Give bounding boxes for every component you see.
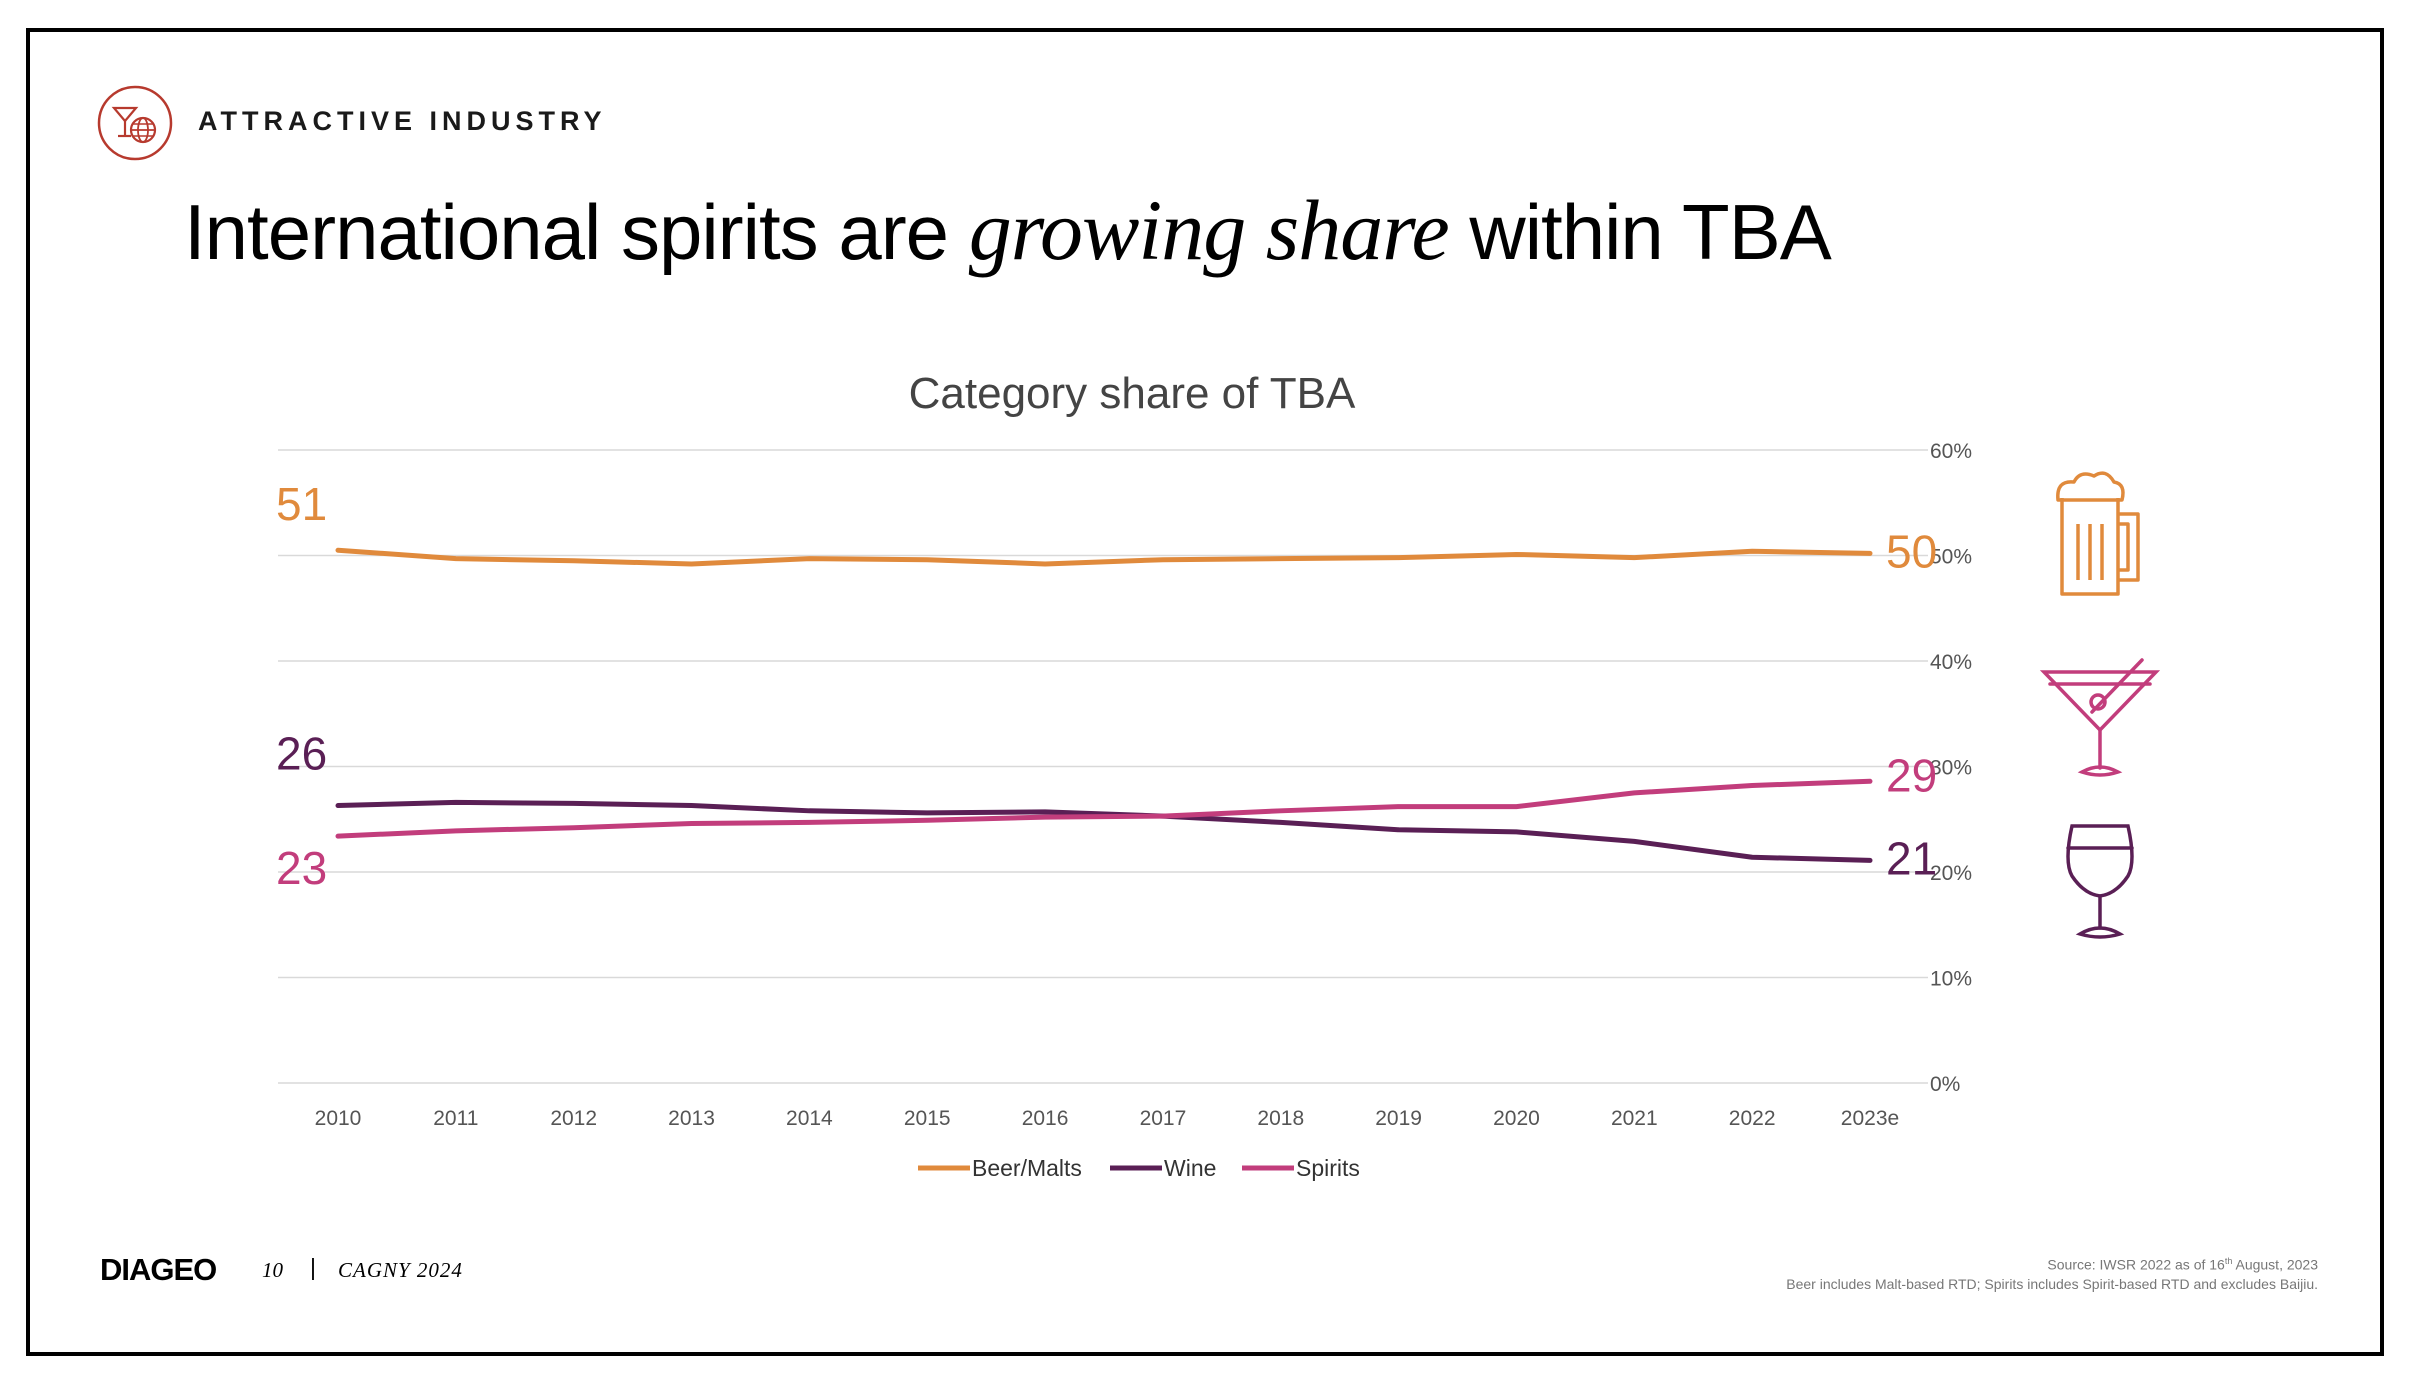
beer-malts-series-line <box>335 547 1873 567</box>
x-tick-label: 2016 <box>1022 1107 1069 1130</box>
legend-label-spirits: Spirits <box>1296 1155 1360 1181</box>
footer-separator: | <box>310 1254 316 1280</box>
x-tick-label: 2017 <box>1140 1107 1187 1130</box>
legend-label-beer-malts: Beer/Malts <box>972 1155 1082 1181</box>
page-title: International spirits are growing share … <box>184 180 1832 280</box>
cocktail-globe-icon <box>97 85 173 161</box>
title-part2: within TBA <box>1448 188 1831 276</box>
x-tick-label: 2023e <box>1841 1107 1899 1130</box>
diageo-logo: DIAGEO <box>100 1252 217 1287</box>
x-tick-label: 2014 <box>786 1107 833 1130</box>
spirits-series-line <box>335 778 1873 839</box>
section-label: ATTRACTIVE INDUSTRY <box>198 106 607 136</box>
spirits-end-label: 29 <box>1886 749 1937 801</box>
x-tick-label: 2010 <box>315 1107 362 1130</box>
x-tick-label: 2019 <box>1375 1107 1422 1130</box>
slide-frame <box>26 28 2384 1356</box>
x-tick-label: 2011 <box>433 1107 478 1130</box>
y-tick-label: 50% <box>1930 546 1972 569</box>
x-tick-label: 2022 <box>1729 1107 1776 1130</box>
page-number: 10 <box>262 1258 283 1282</box>
source-line-1: Source: IWSR 2022 as of 16th August, 202… <box>2047 1256 2318 1273</box>
x-tick-label: 2020 <box>1493 1107 1540 1130</box>
wine-glass-icon <box>2066 824 2134 939</box>
wine-end-label: 21 <box>1886 832 1937 884</box>
martini-glass-icon <box>2039 658 2161 777</box>
wine-series-line <box>335 799 1873 863</box>
legend-label-wine: Wine <box>1164 1155 1216 1181</box>
x-tick-label: 2013 <box>668 1107 715 1130</box>
chart-title: Category share of TBA <box>909 369 1356 418</box>
wine-start-label: 26 <box>276 728 327 780</box>
beer-mug-icon <box>2056 471 2140 596</box>
title-part1: International spirits are <box>184 188 969 276</box>
source-note: Source: IWSR 2022 as of 16th August, 202… <box>1786 1252 2318 1294</box>
y-tick-label: 0% <box>1930 1073 1960 1096</box>
x-tick-label: 2012 <box>550 1107 597 1130</box>
y-tick-label: 60% <box>1930 440 1972 463</box>
y-tick-label: 20% <box>1930 862 1972 885</box>
y-tick-label: 30% <box>1930 757 1972 780</box>
x-tick-label: 2018 <box>1257 1107 1304 1130</box>
beer-malts-start-label: 51 <box>276 478 327 530</box>
y-tick-label: 10% <box>1930 968 1972 991</box>
beer-malts-end-label: 50 <box>1886 525 1937 577</box>
x-tick-label: 2021 <box>1611 1107 1658 1130</box>
x-tick-label: 2015 <box>904 1107 951 1130</box>
spirits-start-label: 23 <box>276 842 327 894</box>
event-name: CAGNY 2024 <box>338 1258 463 1282</box>
y-tick-label: 40% <box>1930 651 1972 674</box>
source-line-2: Beer includes Malt-based RTD; Spirits in… <box>1786 1275 2318 1292</box>
title-emphasis: growing share <box>968 182 1450 278</box>
